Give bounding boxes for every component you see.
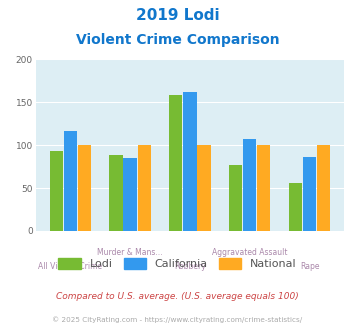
Bar bbox=[78, 145, 91, 231]
Bar bbox=[317, 145, 330, 231]
Text: © 2025 CityRating.com - https://www.cityrating.com/crime-statistics/: © 2025 CityRating.com - https://www.city… bbox=[53, 317, 302, 323]
Legend: Lodi, California, National: Lodi, California, National bbox=[58, 258, 297, 270]
Text: Robbery: Robbery bbox=[174, 262, 206, 271]
Text: Compared to U.S. average. (U.S. average equals 100): Compared to U.S. average. (U.S. average … bbox=[56, 292, 299, 301]
Text: Aggravated Assault: Aggravated Assault bbox=[212, 248, 288, 257]
Bar bbox=[109, 155, 122, 231]
Bar bbox=[137, 145, 151, 231]
Bar bbox=[64, 131, 77, 231]
Bar bbox=[183, 92, 197, 231]
Bar bbox=[197, 145, 211, 231]
Bar bbox=[257, 145, 271, 231]
Bar bbox=[243, 139, 256, 231]
Bar bbox=[289, 183, 302, 231]
Bar bbox=[124, 158, 137, 231]
Text: Murder & Mans...: Murder & Mans... bbox=[97, 248, 163, 257]
Text: Rape: Rape bbox=[300, 262, 320, 271]
Text: Violent Crime Comparison: Violent Crime Comparison bbox=[76, 33, 279, 47]
Bar bbox=[229, 165, 242, 231]
Text: 2019 Lodi: 2019 Lodi bbox=[136, 8, 219, 23]
Bar bbox=[303, 157, 316, 231]
Text: All Violent Crime: All Violent Crime bbox=[38, 262, 102, 271]
Bar bbox=[169, 95, 182, 231]
Bar bbox=[50, 151, 63, 231]
